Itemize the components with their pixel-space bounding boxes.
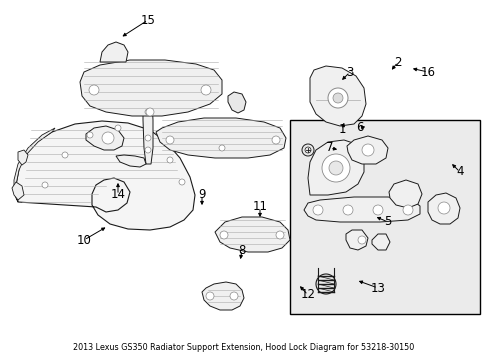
Circle shape — [167, 157, 173, 163]
Text: 15: 15 — [140, 13, 155, 27]
Circle shape — [89, 85, 99, 95]
Polygon shape — [371, 234, 389, 250]
Circle shape — [229, 292, 238, 300]
Circle shape — [271, 136, 280, 144]
Polygon shape — [307, 140, 363, 195]
Circle shape — [328, 161, 342, 175]
Circle shape — [332, 93, 342, 103]
Text: 6: 6 — [356, 121, 363, 135]
Circle shape — [312, 205, 323, 215]
Circle shape — [275, 231, 284, 239]
Polygon shape — [100, 42, 128, 62]
Polygon shape — [142, 100, 153, 164]
Polygon shape — [202, 282, 244, 310]
Circle shape — [342, 205, 352, 215]
Circle shape — [201, 85, 210, 95]
Circle shape — [219, 145, 224, 151]
Circle shape — [220, 231, 227, 239]
Polygon shape — [86, 126, 124, 150]
Polygon shape — [116, 155, 146, 167]
Circle shape — [179, 179, 184, 185]
Polygon shape — [304, 197, 419, 222]
Circle shape — [145, 109, 151, 115]
Text: 3: 3 — [346, 66, 353, 78]
Polygon shape — [427, 193, 459, 224]
Circle shape — [372, 205, 382, 215]
Text: 1: 1 — [338, 123, 345, 136]
Circle shape — [145, 135, 151, 141]
Circle shape — [146, 108, 154, 116]
Circle shape — [437, 202, 449, 214]
Circle shape — [402, 205, 412, 215]
Polygon shape — [309, 66, 365, 126]
Polygon shape — [14, 128, 55, 202]
Polygon shape — [12, 182, 24, 200]
Text: 10: 10 — [77, 234, 91, 247]
Polygon shape — [18, 150, 28, 165]
Polygon shape — [346, 230, 367, 250]
Circle shape — [302, 144, 313, 156]
Circle shape — [145, 147, 151, 153]
Circle shape — [87, 132, 93, 138]
Polygon shape — [80, 60, 222, 116]
Circle shape — [361, 144, 373, 156]
Text: 2013 Lexus GS350 Radiator Support Extension, Hood Lock Diagram for 53218-30150: 2013 Lexus GS350 Radiator Support Extens… — [73, 343, 414, 352]
Text: 11: 11 — [252, 201, 267, 213]
Polygon shape — [388, 180, 421, 208]
Text: 14: 14 — [110, 189, 125, 202]
Circle shape — [102, 132, 114, 144]
Text: 8: 8 — [238, 243, 245, 256]
Polygon shape — [346, 136, 387, 164]
Text: 9: 9 — [198, 189, 205, 202]
Bar — [289, 120, 479, 314]
Circle shape — [115, 125, 121, 131]
Text: 12: 12 — [300, 288, 315, 301]
Polygon shape — [227, 92, 245, 113]
Polygon shape — [156, 118, 285, 158]
Text: 16: 16 — [420, 66, 435, 78]
Text: 7: 7 — [325, 141, 333, 154]
Circle shape — [205, 292, 214, 300]
Circle shape — [327, 88, 347, 108]
Text: 13: 13 — [370, 282, 385, 294]
Text: 5: 5 — [384, 216, 391, 229]
Polygon shape — [215, 217, 289, 252]
Text: 2: 2 — [393, 55, 401, 68]
Circle shape — [42, 182, 48, 188]
Circle shape — [165, 136, 174, 144]
Circle shape — [62, 152, 68, 158]
Text: 4: 4 — [455, 166, 463, 179]
Polygon shape — [16, 121, 195, 230]
Circle shape — [357, 236, 365, 244]
Circle shape — [321, 154, 349, 182]
